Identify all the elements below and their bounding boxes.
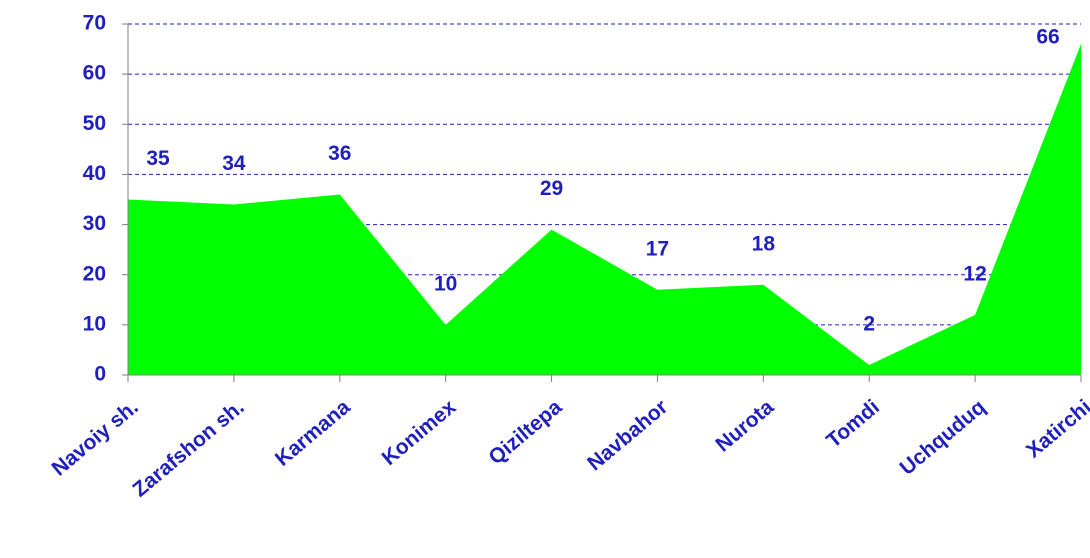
- data-label: 10: [434, 272, 457, 295]
- y-tick-label: 50: [83, 112, 106, 135]
- data-label: 2: [863, 313, 875, 336]
- y-tick-label: 20: [83, 262, 106, 285]
- x-tick-label: Navoiy sh.: [48, 395, 143, 480]
- x-tick-label: Navbahor: [583, 395, 672, 475]
- x-tick-label: Nurota: [711, 395, 778, 456]
- y-tick-label: 60: [83, 62, 106, 85]
- x-tick-label: Konimex: [378, 395, 461, 470]
- data-label: 29: [540, 177, 563, 200]
- x-tick-label: Tomdi: [822, 395, 884, 452]
- y-tick-label: 0: [94, 363, 106, 386]
- data-label: 17: [646, 237, 669, 260]
- data-label: 66: [1036, 26, 1059, 49]
- x-tick-label: Uchquduq: [896, 395, 990, 479]
- data-label: 35: [146, 147, 170, 170]
- data-label: 36: [328, 142, 351, 165]
- x-tick-label: Zarafshon sh.: [128, 395, 248, 501]
- x-tick-label: Xatirchi: [1022, 395, 1090, 462]
- data-label: 18: [752, 232, 776, 255]
- y-tick-label: 30: [83, 212, 106, 235]
- y-tick-label: 10: [83, 312, 106, 335]
- y-tick-label: 40: [83, 162, 106, 185]
- data-label: 34: [222, 152, 246, 175]
- x-tick-label: Karmana: [271, 395, 355, 471]
- data-label: 12: [963, 262, 986, 285]
- area: [128, 44, 1081, 376]
- y-tick-label: 70: [83, 12, 106, 35]
- x-tick-label: Qiziltepa: [484, 395, 566, 469]
